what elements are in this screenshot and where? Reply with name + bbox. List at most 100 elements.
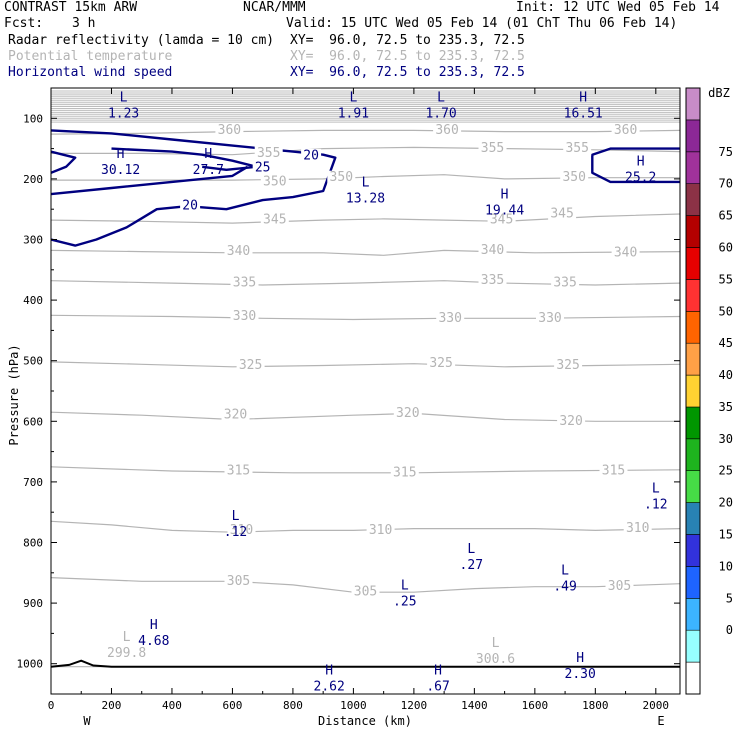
y-tick-label: 700 [23, 476, 43, 489]
extremum-L-marker: L [561, 563, 569, 578]
colorbar-level-label: 75 [719, 145, 733, 159]
theta-label: 340 [227, 244, 250, 259]
theta-label-bg [605, 579, 634, 594]
theta-label-bg [393, 406, 422, 421]
colorbar-swatch [685, 374, 701, 408]
extremum-H-marker: H [501, 188, 509, 203]
x-tick-label: 1800 [582, 699, 609, 712]
theta-label-bg [487, 213, 516, 228]
contour-labels: 360 360 360 355 355 355 350 350 350 345 345 345 340 3… [101, 91, 668, 695]
theta-label-bg [478, 273, 507, 288]
x-tick-label: 1400 [461, 699, 488, 712]
theta-label-bg [236, 358, 265, 373]
axes: 0 200 400 600 800 1000 1200 1400 1600 1800 2000 100… [17, 87, 680, 712]
extremum-H-marker: H [637, 154, 645, 169]
theta-label: 335 [233, 276, 256, 291]
theta-label: 350 [263, 174, 286, 189]
extremum-L-marker: L [467, 542, 475, 557]
theta-label-bg [478, 141, 507, 156]
x-tick-label: 1000 [340, 699, 367, 712]
valid-time: Valid: 15 UTC Wed 05 Feb 14 (01 ChT Thu … [286, 16, 678, 31]
theta-label: 340 [481, 243, 504, 258]
wind-contour-20 [51, 129, 337, 247]
theta-label-bg [254, 146, 283, 161]
colorbar-level-label: 15 [719, 528, 733, 542]
x-tick-label: 600 [223, 699, 243, 712]
theta-label-bg [554, 358, 583, 373]
theta-label: 330 [438, 311, 461, 326]
theta-contour-330 [51, 314, 680, 321]
extremum-H-marker: H [150, 618, 158, 633]
field-xy-reflectivity: XY= 96.0, 72.5 to 235.3, 72.5 [290, 33, 525, 48]
wind-label-bg [301, 148, 322, 163]
y-axis-label: Pressure (hPa) [7, 344, 21, 445]
theta-contour-335 [51, 280, 680, 286]
colorbar-level-label: 50 [719, 304, 733, 318]
extremum-L-marker: L [492, 636, 500, 651]
theta-label: 310 [230, 523, 253, 538]
colorbar-level-label: 45 [719, 336, 733, 350]
dbz-colorbar: 0 5 10 15 20 25 30 35 40 45 50 55 60 65 70 75 [685, 87, 733, 695]
theta-label: 320 [396, 406, 419, 421]
theta-label: 305 [608, 579, 631, 594]
west-label: W [83, 714, 91, 728]
theta-label-bg [260, 213, 289, 228]
extremum-value: 300.6 [476, 652, 515, 667]
theta-label: 355 [481, 141, 504, 156]
theta-contour-315 [51, 466, 680, 474]
wind-contour-20 [591, 147, 680, 184]
colorbar-level-label: 35 [719, 400, 733, 414]
surface-line [51, 659, 680, 668]
theta-label-bg [599, 464, 628, 478]
wind-label: 20 [182, 199, 198, 214]
theta-label: 325 [429, 356, 452, 371]
wind-contours [51, 129, 680, 247]
colorbar-level-label: 25 [719, 464, 733, 478]
colorbar-swatch [685, 534, 701, 567]
theta-label: 360 [218, 123, 241, 138]
colorbar-level-label: 40 [719, 368, 733, 382]
x-tick-label: 800 [283, 699, 303, 712]
theta-label: 355 [257, 146, 280, 161]
theta-contour-325 [51, 361, 680, 368]
colorbar-swatch [685, 406, 701, 440]
wind-contour-20 [51, 150, 77, 174]
theta-label: 360 [435, 123, 458, 138]
wind-label: 25 [255, 161, 271, 176]
east-label: E [657, 714, 664, 728]
colorbar-swatch [685, 87, 701, 121]
theta-label-bg [230, 276, 259, 291]
extremum-L-marker: L [349, 91, 357, 106]
colorbar-level-label: 55 [719, 272, 733, 286]
center-title: NCAR/MMM [243, 0, 306, 15]
theta-label: 330 [538, 311, 561, 326]
theta-label: 325 [556, 358, 579, 373]
extremum-value: 4.68 [138, 634, 169, 649]
extremum-L-marker: L [401, 579, 409, 594]
colorbar-swatch [685, 279, 701, 312]
theta-label: 325 [239, 358, 262, 373]
extremum-value: 13.28 [346, 192, 385, 207]
theta-label: 315 [393, 465, 416, 480]
x-axis-label: Distance (km) [318, 714, 412, 728]
extremum-value: 25.2 [625, 170, 656, 185]
theta-label-bg [427, 356, 456, 371]
extremum-value: 1.70 [425, 107, 456, 122]
extremum-value: .49 [553, 579, 576, 594]
theta-label-bg [611, 123, 640, 138]
field-name-reflectivity: Radar reflectivity (lamda = 10 cm) [8, 33, 275, 48]
theta-label-bg [390, 465, 419, 480]
x-tick-label: 200 [102, 699, 122, 712]
extremum-H-marker: H [434, 663, 442, 678]
colorbar-frame [685, 87, 701, 695]
theta-label: 360 [614, 123, 637, 138]
theta-label: 335 [553, 276, 576, 291]
extremum-value: 27.7 [193, 163, 224, 178]
extremum-H-marker: H [579, 91, 587, 106]
extremum-L-marker: L [652, 482, 660, 497]
extremum-L-marker: L [120, 91, 128, 106]
x-tick-label: 1600 [522, 699, 549, 712]
colorbar-level-label: 0 [726, 623, 733, 637]
colorbar-swatch [685, 597, 701, 631]
theta-label-bg [436, 311, 465, 326]
